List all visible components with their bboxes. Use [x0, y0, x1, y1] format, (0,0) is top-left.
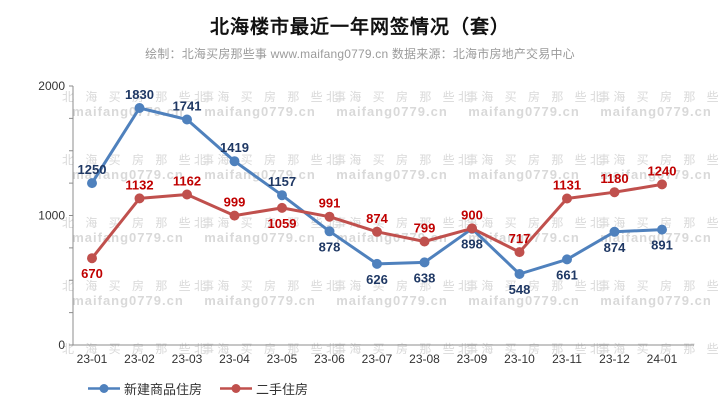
- x-axis-label: 23-05: [267, 352, 298, 366]
- data-label: 548: [509, 282, 531, 297]
- data-label: 874: [604, 240, 626, 255]
- data-label: 626: [366, 272, 388, 287]
- y-axis-label: 0: [58, 338, 65, 352]
- data-point-marker: [419, 236, 430, 247]
- x-axis-label: 24-01: [647, 352, 678, 366]
- x-axis-label: 23-02: [124, 352, 155, 366]
- legend-marker-icon: [220, 384, 253, 393]
- data-point-marker: [372, 258, 382, 269]
- data-point-marker: [324, 226, 335, 237]
- data-label: 1741: [173, 99, 202, 114]
- data-label: 874: [366, 211, 388, 226]
- data-label: 1419: [220, 140, 249, 155]
- data-point-marker: [87, 253, 97, 264]
- data-label: 1059: [268, 216, 297, 231]
- legend-item-1: 新建商品住房: [88, 379, 202, 398]
- data-point-marker: [372, 226, 382, 237]
- data-label: 670: [81, 266, 103, 281]
- chart-subtitle: 绘制：北海买房那些事 www.maifang0779.cn 数据来源：北海市房地…: [145, 47, 575, 61]
- data-label: 1250: [78, 162, 107, 177]
- x-axis-label: 23-01: [77, 352, 108, 366]
- x-axis-label: 23-10: [504, 352, 535, 366]
- x-axis-label: 23-04: [219, 352, 250, 366]
- x-axis-label: 23-08: [409, 352, 440, 366]
- data-point-marker: [562, 254, 572, 265]
- x-axis-label: 23-06: [314, 352, 345, 366]
- data-label: 991: [319, 196, 341, 211]
- data-point-marker: [562, 193, 572, 204]
- legend-label: 二手住房: [256, 382, 309, 397]
- legend-marker-icon: [88, 384, 120, 393]
- data-label: 1240: [648, 163, 677, 178]
- x-axis-label: 23-09: [457, 352, 488, 366]
- y-axis-label: 2000: [38, 79, 65, 93]
- x-axis-label: 23-12: [599, 352, 630, 366]
- x-axis-label: 23-07: [362, 352, 393, 366]
- data-label: 1132: [125, 177, 153, 192]
- data-label: 999: [224, 195, 246, 210]
- x-axis-label: 23-03: [172, 352, 203, 366]
- data-label: 900: [461, 207, 483, 222]
- data-point-marker: [277, 190, 287, 201]
- chart-title: 北海楼市最近一年网签情况（套）: [209, 17, 510, 38]
- data-label: 717: [509, 231, 531, 246]
- data-point-marker: [657, 179, 667, 190]
- data-point-marker: [609, 187, 620, 198]
- legend-label: 新建商品住房: [124, 382, 203, 397]
- y-axis-label: 1000: [38, 209, 65, 223]
- data-point-marker: [657, 224, 667, 235]
- data-point-marker: [609, 226, 620, 237]
- data-point-marker: [134, 193, 145, 204]
- legend-item-2: 二手住房: [220, 379, 308, 398]
- data-label: 878: [319, 239, 341, 254]
- x-axis-label: 23-11: [552, 352, 582, 366]
- data-point-marker: [277, 202, 287, 213]
- data-label: 1157: [268, 174, 296, 189]
- data-label: 891: [651, 238, 673, 253]
- data-point-marker: [182, 189, 192, 200]
- data-point-marker: [182, 114, 192, 125]
- data-point-marker: [229, 156, 240, 167]
- data-label: 1180: [600, 171, 628, 186]
- data-point-marker: [419, 257, 430, 268]
- data-label: 799: [414, 221, 436, 236]
- data-point-marker: [514, 269, 525, 279]
- data-point-marker: [229, 210, 240, 221]
- data-label: 898: [461, 237, 483, 252]
- data-point-marker: [514, 247, 525, 258]
- chart-legend: 新建商品住房 二手住房: [88, 379, 308, 398]
- data-label: 638: [414, 270, 436, 285]
- data-label: 661: [556, 267, 578, 282]
- data-label: 1162: [173, 174, 201, 189]
- data-point-marker: [467, 223, 477, 234]
- data-point-marker: [324, 211, 335, 222]
- data-label: 1830: [125, 87, 154, 102]
- data-label: 1131: [553, 178, 581, 193]
- data-point-marker: [87, 178, 97, 189]
- data-point-marker: [134, 103, 145, 113]
